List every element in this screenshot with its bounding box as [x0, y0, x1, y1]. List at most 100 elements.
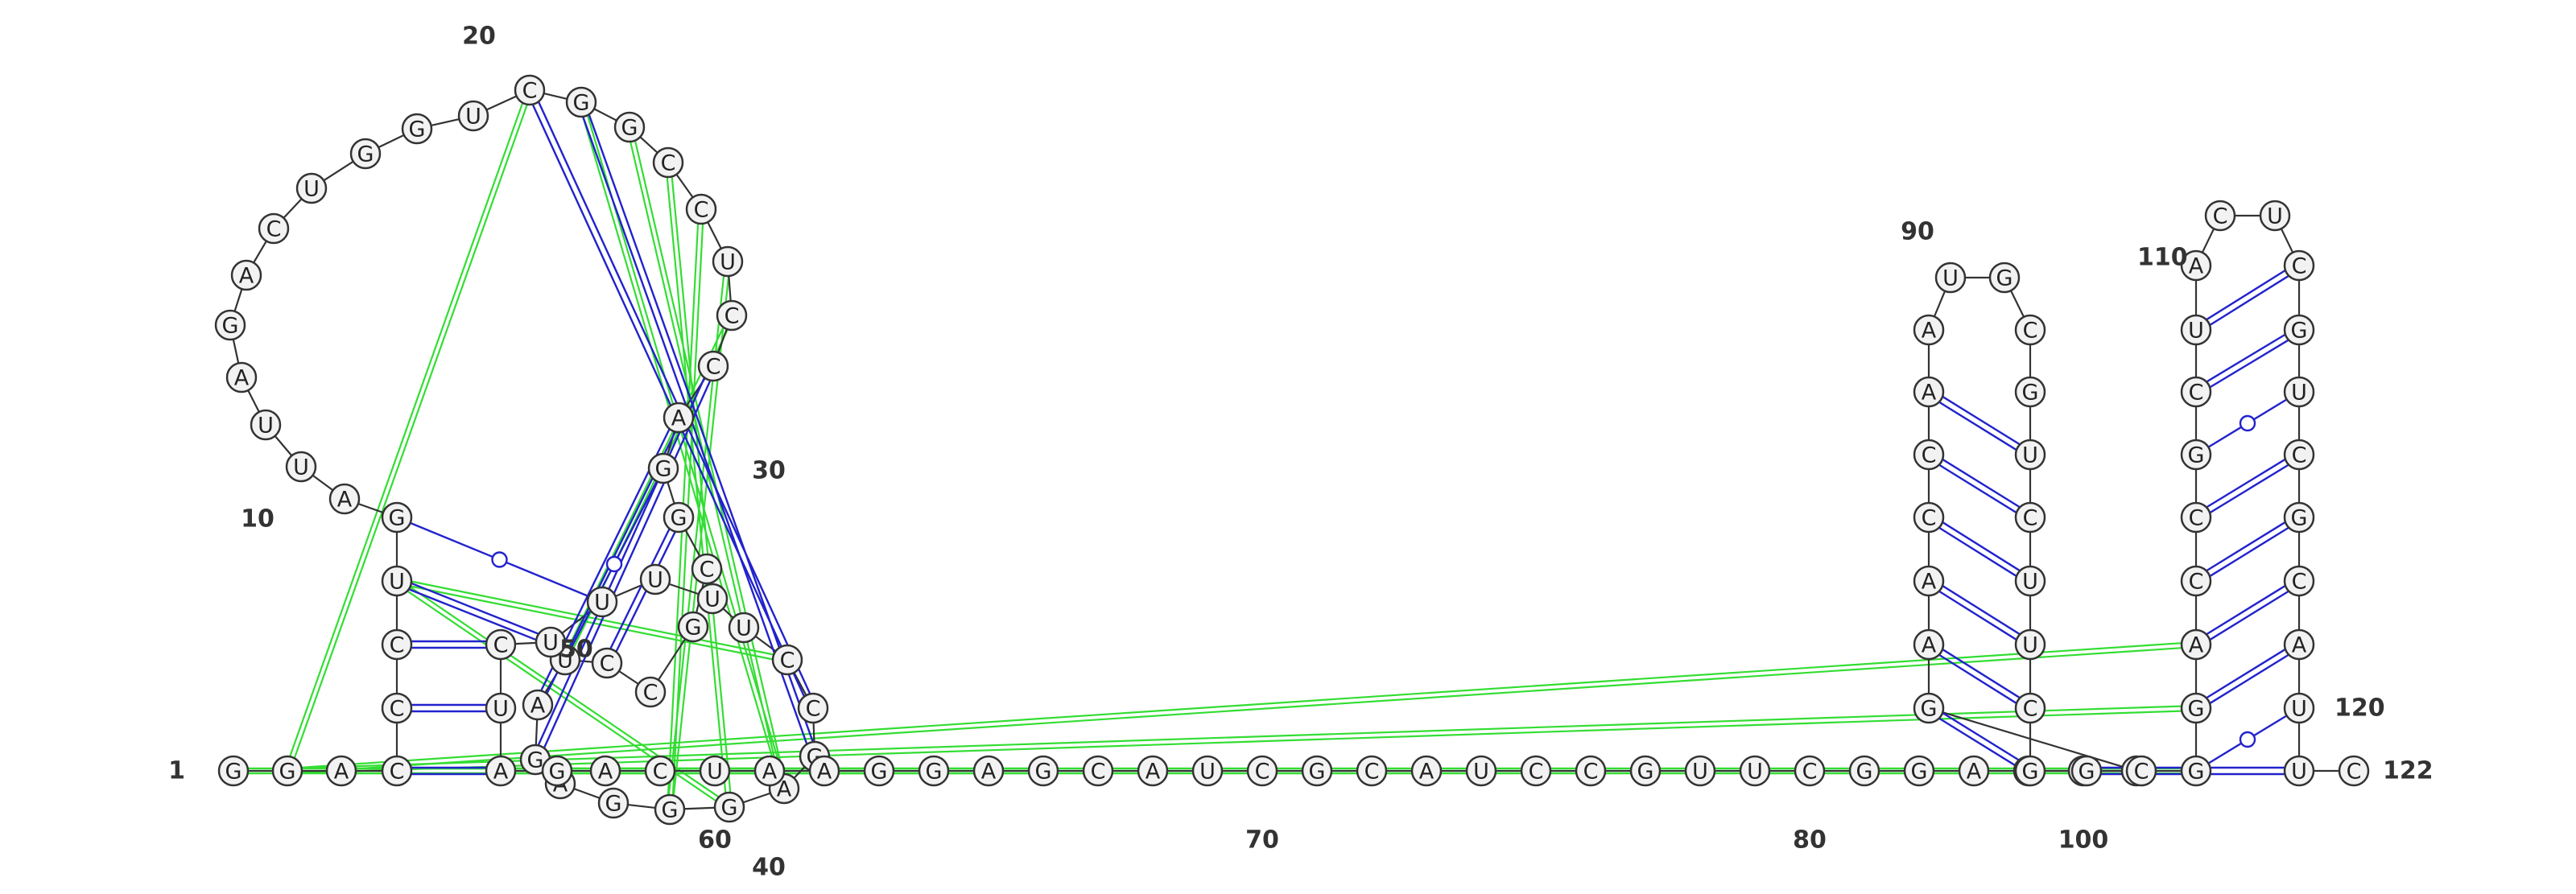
canonical-pair-line [539, 102, 810, 694]
nucleotide-letter: A [234, 366, 250, 391]
nucleotide-letter: C [2023, 697, 2038, 722]
backbone-segment [729, 276, 730, 301]
position-label-30: 30 [752, 457, 786, 485]
nucleotide-59: A [810, 756, 839, 785]
nucleotide-letter: G [1911, 760, 1928, 785]
nucleotide-120: A [2285, 630, 2314, 659]
nucleotide-119: C [2285, 566, 2314, 595]
nucleotide-letter: C [2023, 319, 2038, 344]
nucleotide-letter: A [2292, 633, 2307, 658]
nucleotide-70: A [1412, 756, 1441, 785]
nucleotide-letter: G [685, 616, 702, 641]
position-label-122: 122 [2383, 757, 2434, 785]
nucleotide-letter: A [671, 406, 687, 431]
nucleotide-61: G [919, 756, 948, 785]
nucleotide-75: U [1686, 756, 1715, 785]
nucleotide-letter: A [1419, 760, 1435, 785]
canonical-pair-line [1939, 402, 2016, 450]
nucleotide-52: U [486, 694, 515, 723]
nucleotide-letter: U [736, 616, 752, 641]
nucleotide-102: C [2127, 756, 2156, 785]
nucleotide-letter: U [1747, 760, 1763, 785]
backbone-segment [486, 96, 516, 109]
nucleotide-1: G [219, 756, 248, 785]
nucleotide-51: C [486, 630, 515, 659]
nucleotide-20: C [515, 76, 544, 105]
nucleotide-57: U [700, 756, 729, 785]
nucleotide-6: C [382, 630, 411, 659]
nucleotide-121: U [2285, 694, 2314, 723]
position-label-110: 110 [2137, 244, 2188, 272]
nucleotide-31: C [692, 554, 721, 583]
canonical-pair-line [1942, 586, 2019, 634]
nucleotide-letter: U [1199, 760, 1216, 785]
nucleotide-letter: G [1856, 760, 1873, 785]
backbone-segment [640, 137, 657, 153]
nucleotide-letter: G [2291, 319, 2308, 344]
nucleotide-letter: U [543, 631, 559, 656]
backbone-segment [283, 199, 301, 218]
nucleotide-18: G [402, 114, 431, 143]
nucleotide-92: G [1990, 263, 2019, 292]
nucleotide-letter: G [1996, 266, 2013, 291]
nucleotide-3: A [327, 756, 356, 785]
nucleotide-letter: G [573, 91, 590, 116]
nucleotide-letter: C [493, 633, 509, 658]
backbone-segment [248, 390, 259, 412]
nucleotide-letter: U [303, 177, 320, 202]
nucleotide-letter: C [700, 558, 715, 583]
nucleotide-49: U [588, 587, 617, 616]
nucleotide-14: A [232, 261, 261, 290]
nucleotide-91: U [1936, 263, 1965, 292]
nucleotide-32: G [679, 612, 708, 641]
nucleotide-40: G [655, 795, 684, 824]
nucleotide-letter: C [653, 760, 668, 785]
nucleotide-letter: A [337, 488, 353, 513]
nucleotide-60: G [865, 756, 894, 785]
nucleotide-33: C [636, 678, 665, 707]
nucleotide-letter: A [598, 760, 613, 785]
nucleotide-letter: U [707, 760, 723, 785]
nucleotide-letter: A [2189, 633, 2204, 658]
nucleotide-letter: C [1255, 760, 1270, 785]
backbone-segment [431, 119, 460, 126]
nucleotide-47: U [698, 584, 727, 613]
nucleotide-letter: C [2292, 570, 2307, 595]
nucleotide-letter: A [1922, 633, 1937, 658]
nucleotide-letter: A [1146, 760, 1161, 785]
nucleotide-16: U [297, 174, 326, 203]
nucleotide-103: G [2182, 756, 2211, 785]
backbone-segment [536, 719, 537, 745]
nucleotide-letter: U [2291, 381, 2307, 406]
noncanonical-pair-line [302, 707, 2182, 768]
position-label-90: 90 [1901, 218, 1934, 246]
nucleotide-letter: U [2022, 633, 2038, 658]
wobble-pair-marker [2240, 732, 2255, 747]
nucleotide-45: C [773, 645, 802, 674]
nucleotide-25: U [713, 247, 742, 276]
nucleotide-78: G [1850, 756, 1879, 785]
nucleotide-letter: C [694, 198, 709, 223]
position-label-10: 10 [241, 505, 275, 534]
nucleotide-67: C [1248, 756, 1277, 785]
nucleotide-24: C [687, 195, 716, 224]
backbone-segment [708, 222, 721, 249]
nucleotide-29: G [649, 454, 678, 483]
nucleotide-44: C [799, 694, 828, 723]
nucleotides: GGACCCUGAUUAGACUGGUCGGCCUCCAGGCGCCUAGAGG… [216, 76, 2368, 824]
nucleotide-107: C [2182, 503, 2211, 532]
nucleotide-letter: C [390, 760, 405, 785]
nucleotide-letter: G [621, 116, 638, 141]
nucleotide-58: A [755, 756, 784, 785]
nucleotide-letter: C [600, 652, 615, 677]
nucleotide-19: U [459, 101, 488, 130]
backbone-segment [574, 789, 600, 798]
nucleotide-letter: C [643, 681, 658, 706]
canonical-pair-line [2207, 649, 2285, 698]
nucleotide-63: G [1029, 756, 1058, 785]
canonical-pair-line [1942, 522, 2019, 571]
nucleotide-letter: G [409, 117, 426, 142]
nucleotide-15: C [259, 214, 288, 243]
backbone-segment [686, 530, 700, 556]
nucleotide-letter: G [605, 792, 622, 817]
